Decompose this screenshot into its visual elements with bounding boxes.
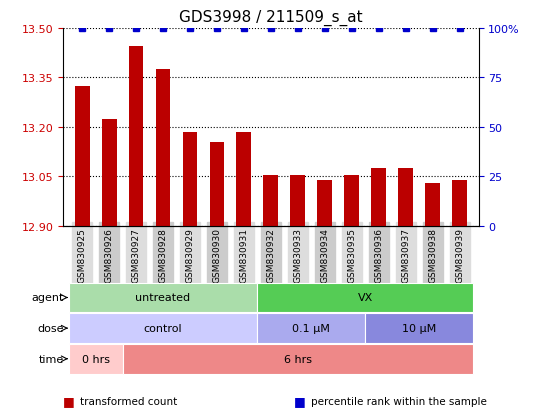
Text: VX: VX <box>358 293 373 303</box>
Text: percentile rank within the sample: percentile rank within the sample <box>311 396 487 406</box>
Bar <box>425 183 440 226</box>
Text: agent: agent <box>31 293 64 303</box>
Text: time: time <box>39 354 64 364</box>
Bar <box>365 313 473 343</box>
Text: 0 hrs: 0 hrs <box>81 354 109 364</box>
Bar <box>123 344 473 374</box>
Bar <box>257 283 473 313</box>
Bar <box>183 133 197 226</box>
Bar <box>156 70 170 226</box>
Text: 6 hrs: 6 hrs <box>284 354 312 364</box>
Bar <box>69 313 257 343</box>
Text: dose: dose <box>37 323 64 333</box>
Bar <box>129 47 144 226</box>
Text: 10 μM: 10 μM <box>402 323 436 333</box>
Bar <box>236 133 251 226</box>
Bar <box>317 180 332 226</box>
Text: ■: ■ <box>294 394 306 407</box>
Bar <box>75 86 90 226</box>
Bar <box>344 176 359 226</box>
Bar <box>398 169 413 226</box>
Text: untreated: untreated <box>135 293 191 303</box>
Title: GDS3998 / 211509_s_at: GDS3998 / 211509_s_at <box>179 10 362 26</box>
Bar <box>371 169 386 226</box>
Bar <box>69 283 257 313</box>
Text: transformed count: transformed count <box>80 396 177 406</box>
Text: ■: ■ <box>63 394 75 407</box>
Bar <box>452 180 467 226</box>
Bar <box>257 313 365 343</box>
Text: 0.1 μM: 0.1 μM <box>293 323 330 333</box>
Bar <box>263 176 278 226</box>
Text: control: control <box>144 323 183 333</box>
Bar <box>102 119 117 226</box>
Bar <box>210 142 224 226</box>
Bar <box>290 176 305 226</box>
Bar <box>69 344 123 374</box>
